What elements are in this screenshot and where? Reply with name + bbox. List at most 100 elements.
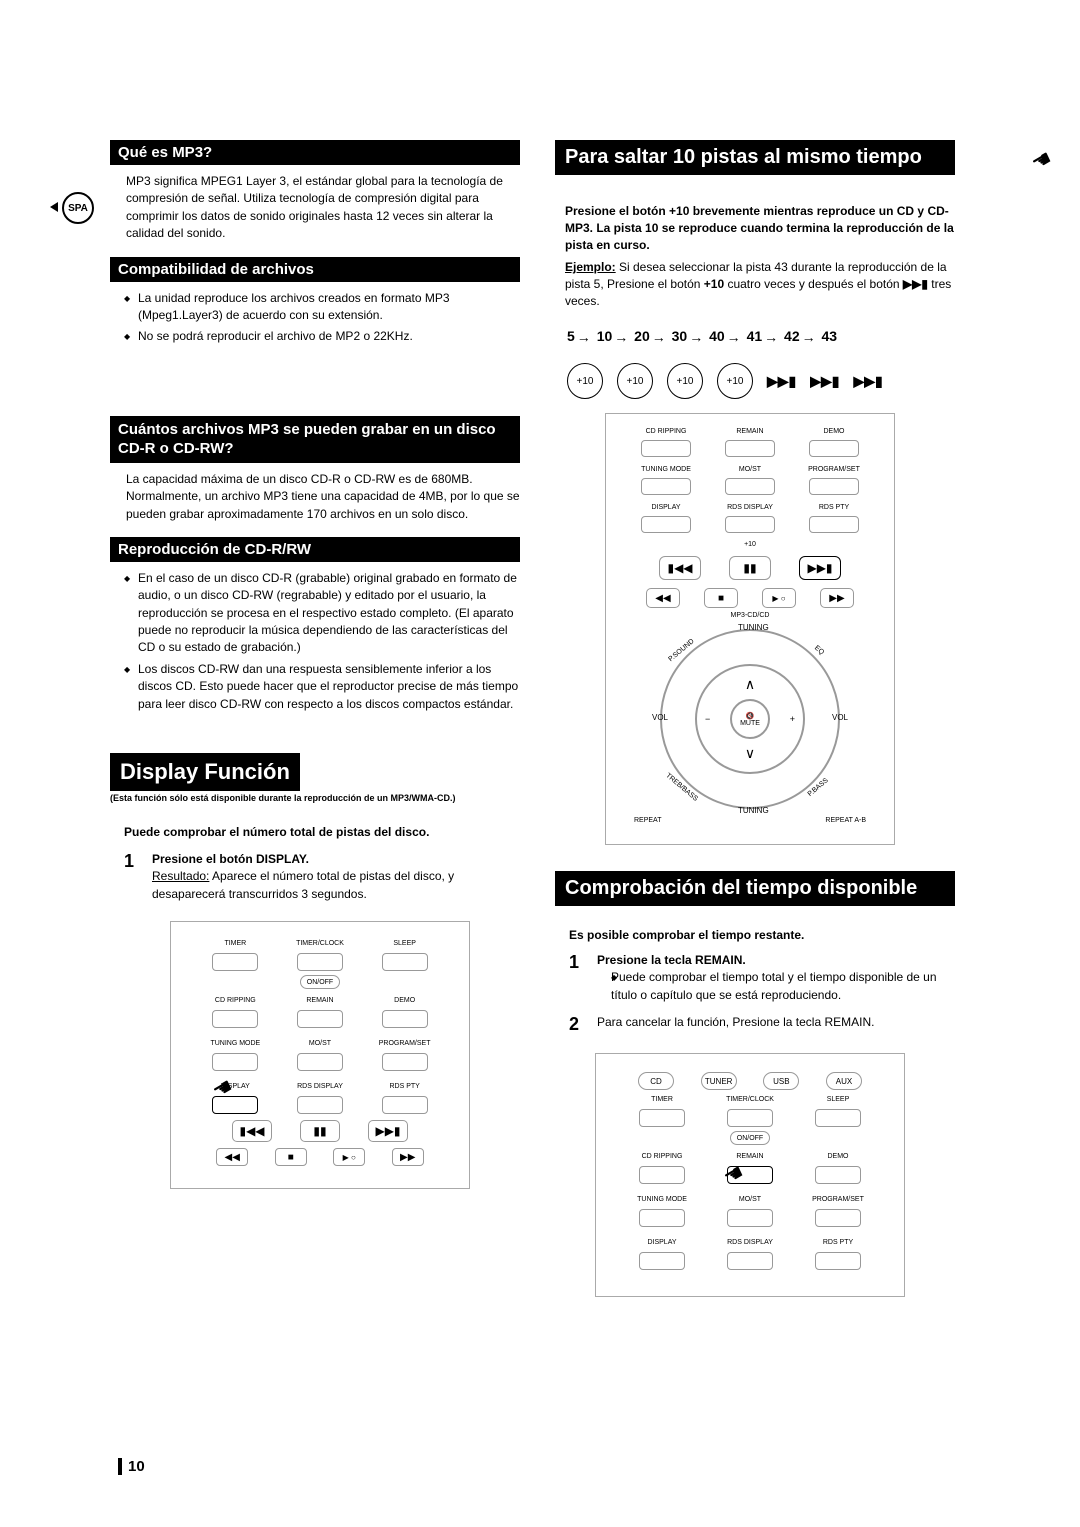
btn-stop[interactable]: ■: [275, 1148, 307, 1166]
sec-howmany-body: La capacidad máxima de un disco CD-R o C…: [110, 471, 520, 523]
btn-timerclock[interactable]: [727, 1109, 773, 1127]
btn-prog[interactable]: [809, 478, 859, 495]
lbl-cdrip: CD RIPPING: [205, 997, 265, 1004]
btn-rdspty[interactable]: [815, 1252, 861, 1270]
btn-timer[interactable]: [639, 1109, 685, 1127]
repro-b2: Los discos CD-RW dan una respuesta sensi…: [110, 661, 520, 713]
btn-cdrip[interactable]: [212, 1010, 258, 1028]
btn-remain[interactable]: [297, 1010, 343, 1028]
lbl-eq: EQ: [813, 645, 825, 657]
btn-rdspty[interactable]: [809, 516, 859, 533]
lbl-repeatab: REPEAT A-B: [825, 817, 866, 824]
ff-glyph-icon: ▶▶▮: [903, 277, 928, 291]
btn-pause[interactable]: ▮▮: [300, 1120, 340, 1142]
btn-rdspty[interactable]: [382, 1096, 428, 1114]
lbl-rdsdisp: RDS DISPLAY: [290, 1083, 350, 1090]
lbl-tuning: TUNING MODE: [632, 1196, 692, 1203]
btn-sleep[interactable]: [382, 953, 428, 971]
btn-next[interactable]: ▶▶▮: [368, 1120, 408, 1142]
btn-stop[interactable]: ■: [704, 588, 738, 608]
sec-howmany-title: Cuántos archivos MP3 se pueden grabar en…: [110, 416, 520, 463]
btn-next[interactable]: ▶▶▮: [799, 556, 841, 580]
btn-demo[interactable]: [815, 1166, 861, 1184]
btn-ff[interactable]: ▶▶: [820, 588, 854, 608]
lbl-tuning-top: TUNING: [738, 623, 769, 632]
lbl-mp3: MP3-CD/CD: [624, 612, 876, 619]
lbl-most: MO/ST: [720, 466, 780, 473]
left-column: Qué es MP3? MP3 significa MPEG1 Layer 3,…: [110, 140, 520, 1297]
btn-sleep[interactable]: [815, 1109, 861, 1127]
check-step1: 1 Presione la tecla REMAIN. Puede compro…: [555, 952, 955, 1008]
btn-timer[interactable]: [212, 953, 258, 971]
btn-rew[interactable]: ◀◀: [216, 1148, 248, 1166]
btn-play[interactable]: ▶ ○: [762, 588, 796, 608]
hand-icon: ☚: [1027, 145, 1057, 177]
btn-tuning[interactable]: [641, 478, 691, 495]
btn-prog[interactable]: [382, 1053, 428, 1071]
display-step1: 1 Presione el botón DISPLAY. Resultado: …: [110, 851, 520, 903]
step-num: 2: [569, 1014, 587, 1035]
lbl-prog: PROGRAM/SET: [804, 466, 864, 473]
btn-most[interactable]: [297, 1053, 343, 1071]
btn-pause[interactable]: ▮▮: [729, 556, 771, 580]
lbl-cdrip: CD RIPPING: [636, 428, 696, 435]
lbl-rdsdisp: RDS DISPLAY: [720, 1239, 780, 1246]
step1-result-label: Resultado:: [152, 869, 209, 883]
btn-rdsdisp[interactable]: [727, 1252, 773, 1270]
skip-intro: Presione el botón +10 brevemente mientra…: [555, 203, 955, 253]
btn-most[interactable]: [727, 1209, 773, 1227]
remote-big: CD RIPPINGREMAINDEMO TUNING MODEMO/STPRO…: [605, 413, 895, 845]
lbl-vol-l: VOL: [652, 713, 668, 722]
lbl-most: MO/ST: [720, 1196, 780, 1203]
btn-play[interactable]: ▶ ○: [333, 1148, 365, 1166]
btn-timerclock[interactable]: [297, 953, 343, 971]
btn-mute[interactable]: 🔇MUTE: [730, 699, 770, 739]
btn-prev[interactable]: ▮◀◀: [659, 556, 701, 580]
btn-demo[interactable]: [382, 1010, 428, 1028]
btn-rdsdisp[interactable]: [725, 516, 775, 533]
check-intro: Es posible comprobar el tiempo restante.: [555, 928, 955, 942]
sec-mp3-body: MP3 significa MPEG1 Layer 3, el estándar…: [110, 173, 520, 243]
btn-most[interactable]: [725, 478, 775, 495]
btn-usb[interactable]: USB: [763, 1072, 799, 1090]
right-column: Para saltar 10 pistas al mismo tiempo Pr…: [555, 140, 955, 1297]
compat-b1: La unidad reproduce los archivos creados…: [110, 290, 520, 325]
btn-ff[interactable]: ▶▶: [392, 1148, 424, 1166]
btn-onoff[interactable]: ON/OFF: [300, 975, 340, 989]
btn-cdrip[interactable]: [641, 440, 691, 457]
btn-cd[interactable]: CD: [638, 1072, 674, 1090]
compat-b2: No se podrá reproducir el archivo de MP2…: [110, 328, 520, 345]
sec-mp3-title: Qué es MP3?: [110, 140, 520, 165]
lbl-demo: DEMO: [808, 1153, 868, 1160]
step1-instr: Presione el botón DISPLAY.: [152, 852, 309, 866]
lbl-tuning: TUNING MODE: [636, 466, 696, 473]
btn-display[interactable]: [641, 516, 691, 533]
spa-badge: SPA: [62, 192, 94, 224]
lbl-demo: DEMO: [804, 428, 864, 435]
btn-prev[interactable]: ▮◀◀: [232, 1120, 272, 1142]
step-num: 1: [124, 851, 142, 903]
step-num: 1: [569, 952, 587, 1008]
btn-rdsdisp[interactable]: [297, 1096, 343, 1114]
btn-tuning[interactable]: [212, 1053, 258, 1071]
btn-display[interactable]: [639, 1252, 685, 1270]
btn-remain[interactable]: [725, 440, 775, 457]
lbl-demo: DEMO: [375, 997, 435, 1004]
btn-aux[interactable]: AUX: [826, 1072, 862, 1090]
plus10-btn: +10: [617, 363, 653, 399]
lbl-timer: TIMER: [205, 940, 265, 947]
btn-tuning[interactable]: [639, 1209, 685, 1227]
btn-demo[interactable]: [809, 440, 859, 457]
lbl-prog: PROGRAM/SET: [375, 1040, 435, 1047]
btn-rew[interactable]: ◀◀: [646, 588, 680, 608]
display-sub: (Esta función sólo está disponible duran…: [110, 793, 520, 803]
ej-bold: +10: [704, 277, 724, 291]
btn-onoff[interactable]: ON/OFF: [730, 1131, 770, 1145]
btn-cdrip[interactable]: [639, 1166, 685, 1184]
display-title: Display Función: [110, 753, 300, 791]
plus10-btn: +10: [667, 363, 703, 399]
btn-prog[interactable]: [815, 1209, 861, 1227]
lbl-timer: TIMER: [632, 1096, 692, 1103]
btn-tuner[interactable]: TUNER: [701, 1072, 737, 1090]
lbl-repeat: REPEAT: [634, 817, 662, 824]
